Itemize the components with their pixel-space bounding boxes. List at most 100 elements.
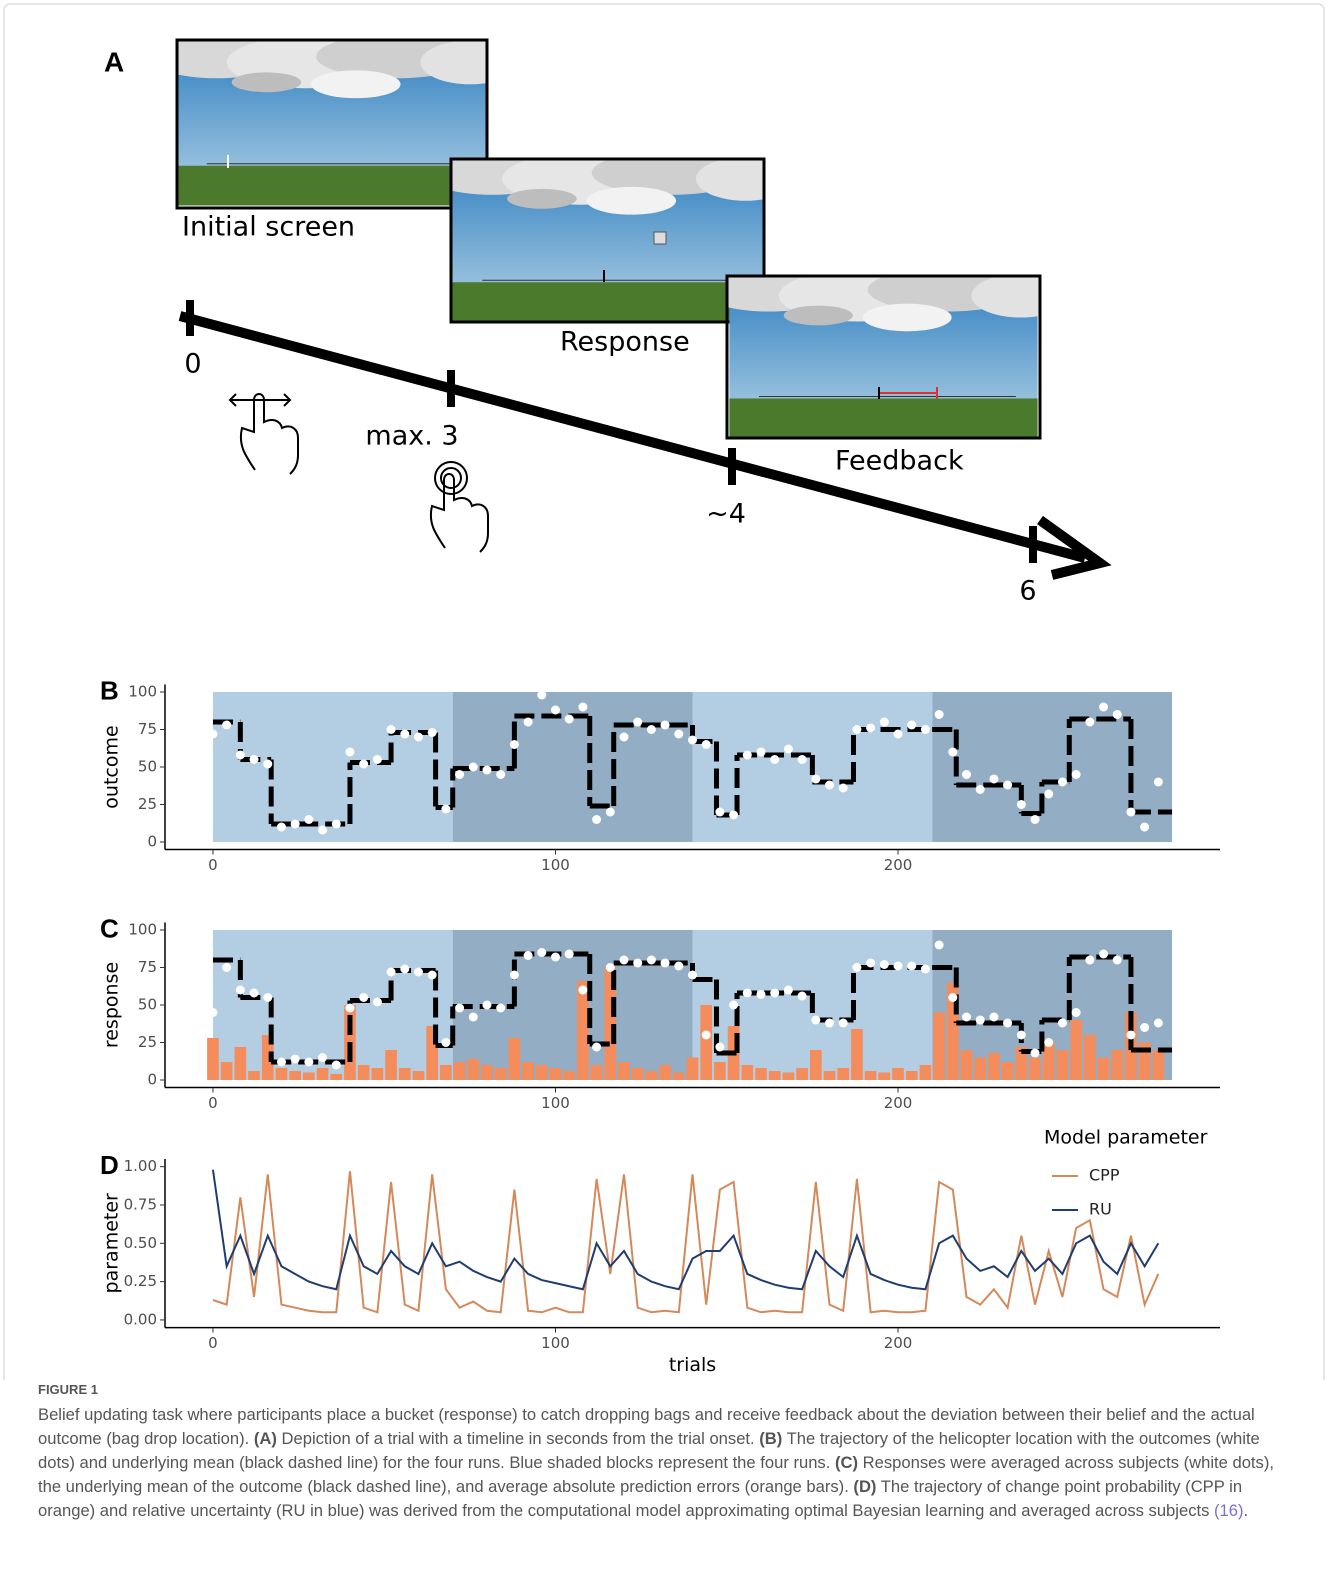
dot — [277, 823, 286, 832]
bar — [276, 1068, 288, 1080]
dot — [1140, 1023, 1149, 1032]
screen-label: Response — [560, 327, 690, 358]
caption-text: Belief updating task where participants … — [38, 1403, 1290, 1523]
bar — [1084, 1035, 1096, 1080]
bar — [495, 1068, 507, 1080]
bar — [454, 1062, 466, 1080]
dot — [1072, 770, 1081, 779]
screen-label: Feedback — [835, 446, 964, 477]
y-tick-label: 0 — [147, 1071, 157, 1089]
dot — [291, 1055, 300, 1064]
figure: A 0 max. 3 ~4 6 Initial screen Response … — [0, 0, 1328, 1380]
y-tick-label: 1.00 — [124, 1157, 157, 1175]
bar — [235, 1047, 247, 1080]
dot — [1072, 1008, 1081, 1017]
dot — [948, 748, 957, 757]
dot — [743, 751, 752, 760]
dot — [1058, 1019, 1067, 1028]
dot — [1017, 1031, 1026, 1040]
bar — [878, 1073, 890, 1081]
dot — [1003, 781, 1012, 790]
dot — [729, 1001, 738, 1010]
y-axis-label: outcome — [101, 725, 123, 808]
y-tick-label: 0.75 — [124, 1195, 157, 1213]
dot — [208, 730, 217, 739]
bar — [330, 1074, 342, 1080]
dot — [332, 1061, 341, 1070]
panel-label: A — [104, 46, 124, 77]
caption-part: Depiction of a trial with a timeline in … — [277, 1429, 759, 1448]
dot — [702, 1031, 711, 1040]
dot — [866, 959, 875, 968]
dot — [222, 721, 231, 730]
dot — [825, 781, 834, 790]
bar — [577, 981, 589, 1080]
bar — [988, 1053, 1000, 1080]
timeline-label: 6 — [1019, 576, 1036, 607]
dot — [524, 951, 533, 960]
dot — [921, 965, 930, 974]
dot — [428, 728, 437, 737]
y-tick-label: 100 — [128, 683, 157, 701]
dot — [455, 1004, 464, 1013]
dot — [619, 733, 628, 742]
bar — [618, 1062, 630, 1080]
citation-link[interactable]: (16) — [1214, 1501, 1244, 1520]
dot — [1003, 1019, 1012, 1028]
dot — [1140, 823, 1149, 832]
bar — [687, 1058, 699, 1081]
bar — [207, 1038, 219, 1080]
bar — [467, 1059, 479, 1080]
dot — [647, 725, 656, 734]
x-tick-label: 0 — [208, 1094, 218, 1112]
x-tick-label: 100 — [541, 1334, 570, 1352]
dot — [222, 963, 231, 972]
dot — [332, 820, 341, 829]
x-tick-label: 200 — [884, 1094, 913, 1112]
bar — [961, 1050, 973, 1080]
dot — [263, 760, 272, 769]
caption-part: (D) — [853, 1477, 876, 1496]
dot — [1044, 790, 1053, 799]
y-tick-label: 25 — [138, 795, 157, 813]
bar — [783, 1073, 795, 1081]
dot — [907, 721, 916, 730]
dot — [1113, 956, 1122, 965]
bar — [824, 1071, 836, 1080]
bar — [769, 1071, 781, 1080]
y-tick-label: 75 — [138, 720, 157, 738]
bar — [920, 1065, 932, 1080]
dot — [318, 826, 327, 835]
y-tick-label: 100 — [128, 921, 157, 939]
dot — [894, 962, 903, 971]
dot — [688, 736, 697, 745]
dot — [1126, 808, 1135, 817]
dot — [359, 993, 368, 1002]
dot — [839, 784, 848, 793]
dot — [578, 986, 587, 995]
dot — [633, 718, 642, 727]
dot — [729, 811, 738, 820]
caption-part: (B) — [759, 1429, 782, 1448]
dot — [647, 956, 656, 965]
dot — [578, 703, 587, 712]
tap-hand-icon — [431, 462, 488, 552]
dot — [674, 730, 683, 739]
timeline-label: 0 — [184, 349, 201, 380]
dot — [1113, 710, 1122, 719]
page: {"panel_a": {"label": "A", "screens": ["… — [0, 0, 1328, 1580]
dot — [935, 710, 944, 719]
dot — [455, 770, 464, 779]
bar — [810, 1050, 822, 1080]
dot — [318, 1053, 327, 1062]
caption: FIGURE 1 Belief updating task where part… — [38, 1382, 1290, 1523]
dot — [304, 1058, 313, 1067]
bar — [1111, 1050, 1123, 1080]
bag-icon — [654, 232, 666, 244]
bar — [358, 1065, 370, 1080]
dot — [263, 993, 272, 1002]
bar — [1098, 1058, 1110, 1081]
dot — [935, 941, 944, 950]
dot — [496, 770, 505, 779]
dot — [441, 805, 450, 814]
